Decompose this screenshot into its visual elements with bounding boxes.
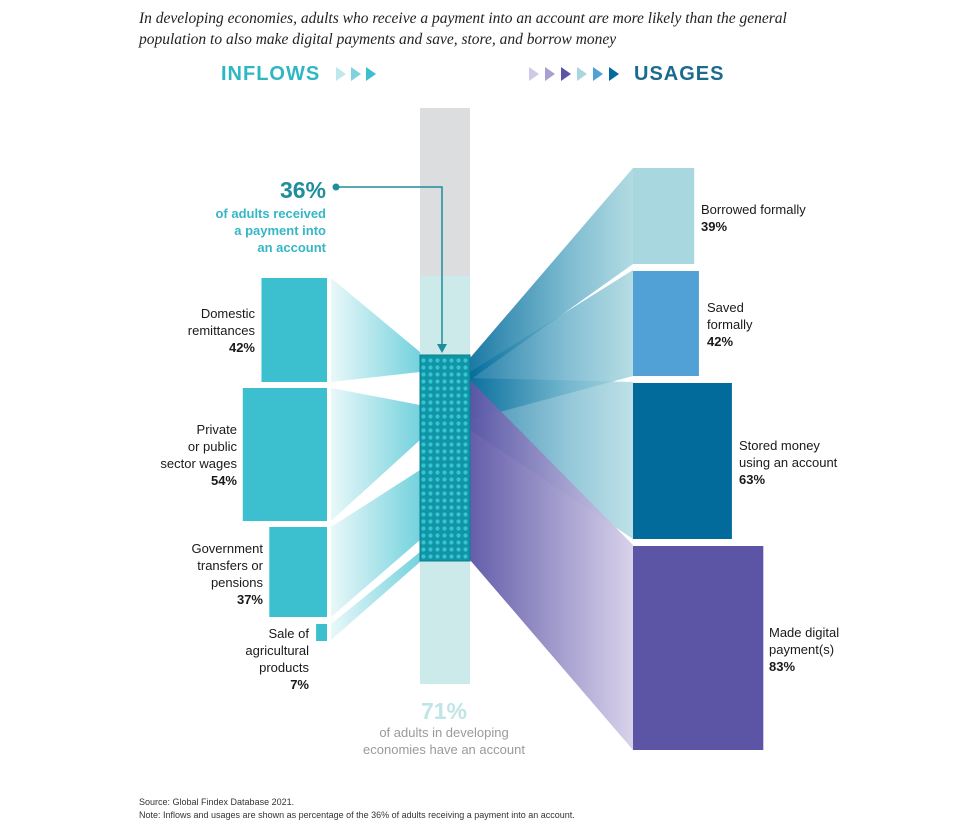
usage-label-line: Borrowed formally [701,202,806,217]
usage-label-line: payment(s) [769,642,835,657]
inflow-bars [242,278,327,641]
usage-label-digital: Made digital payment(s) 83% [769,624,959,675]
usage-flows [470,168,633,750]
subtitle: In developing economies, adults who rece… [139,8,859,50]
inflow-label-agricultural: Sale of agricultural products 7% [170,625,309,693]
inflows-heading: INFLOWS [221,63,321,85]
subtitle-line-1: In developing economies, adults who rece… [139,10,787,27]
callout-percent: 36% [279,177,326,203]
inflow-percent: 7% [290,677,309,692]
usage-label-line: Stored money [739,438,820,453]
usage-label-line: Saved [707,300,744,315]
inflow-label-line: products [259,660,309,675]
usage-bar [633,383,732,539]
inflow-label-domestic: Domestic remittances 42% [120,305,255,356]
usage-label-line: using an account [739,455,838,470]
usage-percent: 42% [707,334,734,349]
inflow-bar [269,527,327,617]
inflow-label-government: Government transfers or pensions 37% [128,540,263,608]
usage-label-line: Made digital [769,625,840,640]
callout-connector [332,183,447,353]
usage-percent: 63% [739,472,766,487]
usage-arrows-icon [529,67,619,81]
account-text-line-1: of adults in developing [379,725,509,740]
usage-percent: 39% [701,219,728,234]
inflow-label-line: pensions [210,575,263,590]
inflow-percent: 54% [210,473,237,488]
inflow-bar [316,624,327,641]
inflow-flows [331,278,420,640]
account-percent: 71% [420,698,468,724]
usage-bars [633,168,764,750]
inflow-label-line: Sale of [268,626,309,641]
usage-percent: 83% [769,659,796,674]
inflow-label-line: Government [191,541,263,556]
account-text-line-2: economies have an account [363,742,525,757]
all-adults-bar [420,108,470,276]
callout-text: of adults received a payment into an acc… [160,205,326,256]
inflow-percent: 42% [228,340,255,355]
inflow-label-line: sector wages [160,456,237,471]
usage-label-saved: Saved formally 42% [707,299,907,350]
usage-bar [633,168,695,264]
inflow-bar [242,388,327,521]
inflow-label-line: agricultural [245,643,309,658]
usage-label-line: formally [707,317,753,332]
account-text: of adults in developing economies have a… [330,724,558,758]
callout-line-1: of adults received [215,206,326,221]
usage-bar [633,271,699,376]
payment-recipients-box [419,354,471,562]
inflow-label-line: or public [187,439,237,454]
inflow-label-wages: Private or public sector wages 54% [100,421,237,489]
callout-line-2: a payment into [234,223,326,238]
footnote: Note: Inflows and usages are shown as pe… [139,810,575,820]
inflow-percent: 37% [236,592,263,607]
inflow-label-line: transfers or [197,558,263,573]
inflow-label-line: Private [196,422,237,437]
inflow-arrows-icon [336,67,376,81]
inflow-label-line: remittances [187,323,255,338]
subtitle-line-2: population to also make digital payments… [139,31,617,48]
usage-label-stored: Stored money using an account 63% [739,437,939,488]
usage-label-borrowed: Borrowed formally 39% [701,201,901,235]
usages-heading: USAGES [634,63,725,85]
callout-line-3: an account [257,240,326,255]
source-note: Source: Global Findex Database 2021. [139,797,295,807]
inflow-label-line: Domestic [200,306,255,321]
usage-bar [633,546,764,750]
inflow-bar [261,278,327,382]
